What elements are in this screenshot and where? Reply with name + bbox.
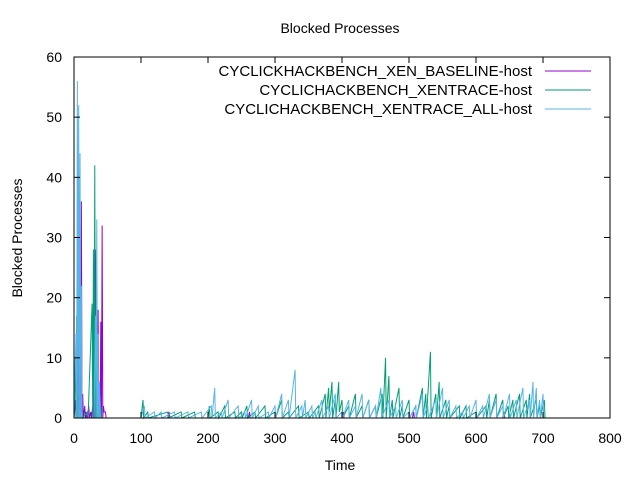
y-axis-label: Blocked Processes xyxy=(9,178,25,297)
x-tick-label: 200 xyxy=(196,430,220,446)
x-axis-label: Time xyxy=(325,457,356,473)
x-tick-label: 600 xyxy=(464,430,488,446)
y-tick-label: 30 xyxy=(46,230,62,246)
legend: CYCLICKHACKBENCH_XEN_BASELINE-host CYCLIC… xyxy=(219,63,591,118)
legend-label: CYCLICKHACKBENCH_XEN_BASELINE-host xyxy=(219,63,533,80)
series-layer xyxy=(73,81,547,420)
x-tick-label: 800 xyxy=(598,430,622,446)
legend-label: CYCLICHACKBENCH_XENTRACE-host xyxy=(259,82,532,99)
x-tick-label: 0 xyxy=(70,430,78,446)
x-tick-label: 400 xyxy=(330,430,354,446)
y-tick-label: 40 xyxy=(46,169,62,185)
ticks-layer: 0 100 200 300 400 500 600 700 800 0 10 20 30 40 50 60 xyxy=(46,49,621,446)
y-tick-label: 20 xyxy=(46,290,62,306)
series-line-3 xyxy=(73,81,547,420)
y-tick-label: 0 xyxy=(54,410,62,426)
y-tick-label: 60 xyxy=(46,49,62,65)
x-tick-label: 700 xyxy=(531,430,555,446)
legend-label: CYCLICHACKBENCH_XENTRACE_ALL-host xyxy=(224,101,532,118)
x-tick-label: 100 xyxy=(129,430,153,446)
series-line-1 xyxy=(73,201,506,419)
y-tick-label: 10 xyxy=(46,350,62,366)
series-line-2 xyxy=(73,165,547,420)
x-tick-label: 500 xyxy=(397,430,421,446)
chart-title: Blocked Processes xyxy=(280,20,399,36)
y-tick-label: 50 xyxy=(46,109,62,125)
x-tick-label: 300 xyxy=(263,430,287,446)
